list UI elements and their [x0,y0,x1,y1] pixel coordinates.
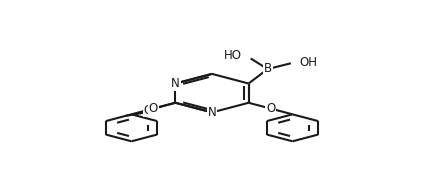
Text: O: O [144,104,153,117]
Text: B: B [264,62,272,75]
Text: O: O [266,102,275,115]
Text: HO: HO [224,49,242,62]
Text: OH: OH [299,56,317,69]
Text: N: N [208,106,216,119]
Text: N: N [171,77,180,90]
Text: O: O [149,102,158,115]
